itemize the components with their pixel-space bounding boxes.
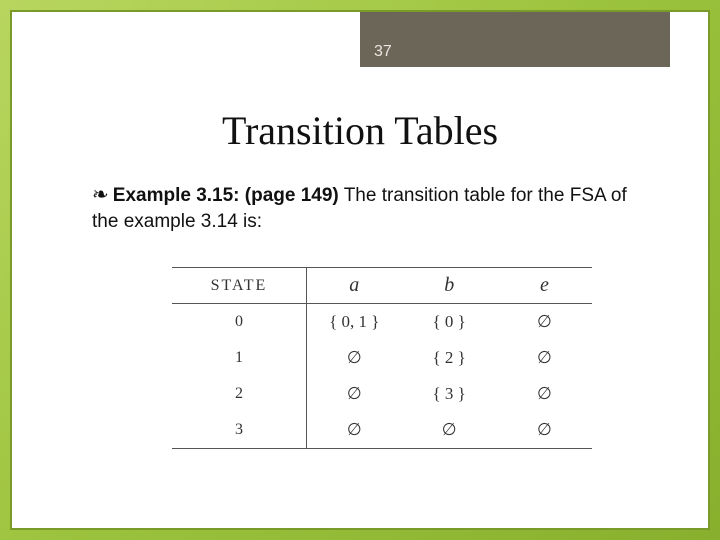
cell-a: ∅ <box>306 376 401 412</box>
cell-state: 0 <box>172 304 306 341</box>
slide-title: Transition Tables <box>12 107 708 154</box>
header-a: a <box>306 268 401 304</box>
slide-frame: 37 Transition Tables ❧Example 3.15: (pag… <box>10 10 710 530</box>
page-number-bar: 37 <box>360 12 670 67</box>
cell-e: ∅ <box>497 412 592 449</box>
table: STATE a b e 0 { 0, 1 } { 0 } ∅ 1 ∅ { 2 } <box>172 267 592 449</box>
bullet-icon: ❧ <box>92 182 109 209</box>
page-number: 37 <box>374 43 392 61</box>
cell-a: ∅ <box>306 340 401 376</box>
cell-b: { 0 } <box>402 304 497 341</box>
header-b: b <box>402 268 497 304</box>
cell-state: 1 <box>172 340 306 376</box>
body-paragraph: ❧Example 3.15: (page 149) The transition… <box>92 182 648 235</box>
table-header-row: STATE a b e <box>172 268 592 304</box>
cell-e: ∅ <box>497 304 592 341</box>
table-row: 0 { 0, 1 } { 0 } ∅ <box>172 304 592 341</box>
header-state: STATE <box>172 268 306 304</box>
cell-state: 2 <box>172 376 306 412</box>
cell-b: { 3 } <box>402 376 497 412</box>
cell-b: { 2 } <box>402 340 497 376</box>
transition-table: STATE a b e 0 { 0, 1 } { 0 } ∅ 1 ∅ { 2 } <box>172 267 592 449</box>
cell-e: ∅ <box>497 340 592 376</box>
header-e: e <box>497 268 592 304</box>
table-row: 3 ∅ ∅ ∅ <box>172 412 592 449</box>
table-row: 1 ∅ { 2 } ∅ <box>172 340 592 376</box>
cell-a: { 0, 1 } <box>306 304 401 341</box>
table-row: 2 ∅ { 3 } ∅ <box>172 376 592 412</box>
cell-state: 3 <box>172 412 306 449</box>
cell-e: ∅ <box>497 376 592 412</box>
cell-a: ∅ <box>306 412 401 449</box>
cell-b: ∅ <box>402 412 497 449</box>
body-lead: Example 3.15: (page 149) <box>113 185 339 206</box>
